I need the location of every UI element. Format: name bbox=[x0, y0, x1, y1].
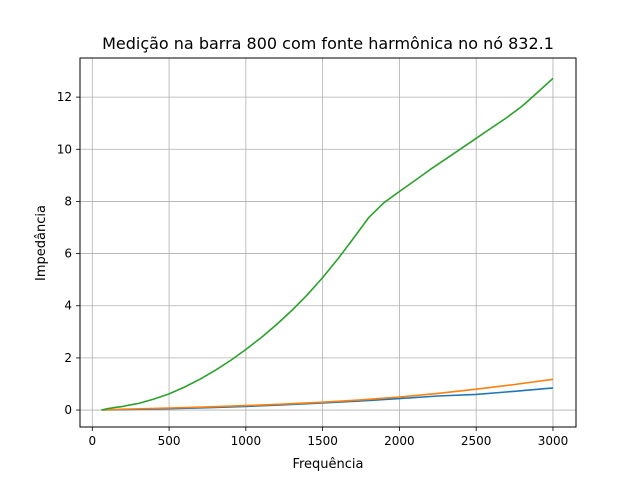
axis-ticks: 0 500 1000 1500 2000 2500 3000 0 2 4 6 8 10 12 bbox=[57, 90, 569, 448]
y-tick-label: 6 bbox=[64, 247, 72, 261]
y-axis-label: Impedância bbox=[34, 205, 49, 281]
series-lines bbox=[101, 77, 554, 411]
y-tick-label: 10 bbox=[57, 142, 72, 156]
y-tick-label: 12 bbox=[57, 90, 72, 104]
y-tick-label: 0 bbox=[64, 403, 72, 417]
y-tick-label: 8 bbox=[64, 194, 72, 208]
x-tick-label: 0 bbox=[88, 434, 96, 448]
x-tick-label: 2000 bbox=[384, 434, 415, 448]
x-tick-label: 500 bbox=[158, 434, 181, 448]
series-line-2 bbox=[101, 378, 554, 411]
y-tick-label: 4 bbox=[64, 299, 72, 313]
series-line-3 bbox=[101, 77, 554, 411]
plot-frame bbox=[79, 57, 577, 428]
x-tick-label: 2500 bbox=[461, 434, 492, 448]
x-tick-label: 3000 bbox=[538, 434, 569, 448]
chart-title: Medição na barra 800 com fonte harmônica… bbox=[102, 34, 554, 53]
y-tick-label: 2 bbox=[64, 351, 72, 365]
x-tick-label: 1000 bbox=[231, 434, 262, 448]
x-axis-label: Frequência bbox=[292, 457, 363, 472]
x-tick-label: 1500 bbox=[307, 434, 338, 448]
grid bbox=[80, 58, 576, 427]
